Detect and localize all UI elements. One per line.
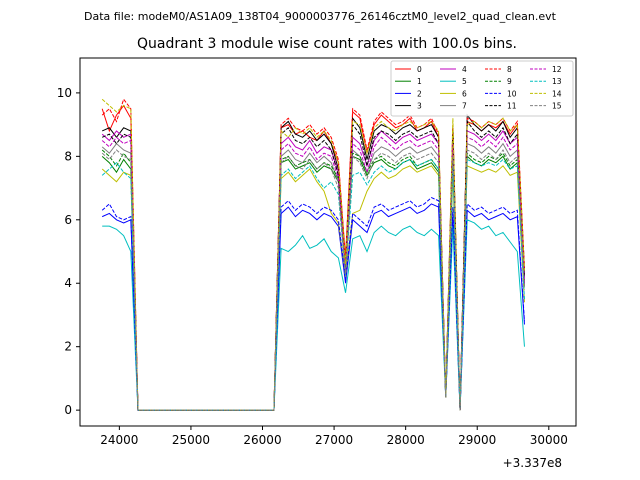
x-tick-label: 27000 [315,433,353,447]
x-tick-label: 29000 [458,433,496,447]
series-line-15 [101,149,525,411]
y-tick-label: 4 [64,276,72,290]
chart-title: Quadrant 3 module wise count rates with … [137,36,517,52]
x-tick-label: 25000 [172,433,210,447]
legend-label-5: 5 [462,77,467,86]
series-lines [101,98,525,411]
legend-label-1: 1 [417,77,422,86]
plot-area: 24000 25000 26000 27000 28000 29000 30000 0 2 4 6 8… [57,86,568,447]
legend-label-7: 7 [462,102,467,111]
y-tick-label: 0 [64,403,72,417]
x-tick-label: 24000 [100,433,138,447]
legend-label-12: 12 [552,65,562,74]
legend-label-15: 15 [552,102,562,111]
x-tick-label: 30000 [530,433,568,447]
legend-label-3: 3 [417,102,422,111]
legend-label-9: 9 [507,77,512,86]
legend-label-6: 6 [462,89,467,98]
legend-label-11: 11 [507,102,517,111]
legend-label-14: 14 [552,89,562,98]
legend-label-2: 2 [417,89,422,98]
axes-frame [79,57,577,427]
legend-label-0: 0 [417,65,422,74]
legend-label-13: 13 [552,77,562,86]
legend-label-4: 4 [462,65,467,74]
legend-box [390,60,574,117]
legend-label-8: 8 [507,65,512,74]
legend-label-10: 10 [507,89,517,98]
x-offset-label: +3.337e8 [503,456,562,470]
x-tick-label: 26000 [243,433,281,447]
y-tick-label: 2 [64,340,72,354]
suptitle: Data file: modeM0/AS1A09_138T04_90000037… [84,10,557,23]
x-tick-label: 28000 [387,433,425,447]
y-tick-label: 8 [64,149,72,163]
y-tick-label: 10 [57,86,72,100]
y-tick-label: 6 [64,213,72,227]
